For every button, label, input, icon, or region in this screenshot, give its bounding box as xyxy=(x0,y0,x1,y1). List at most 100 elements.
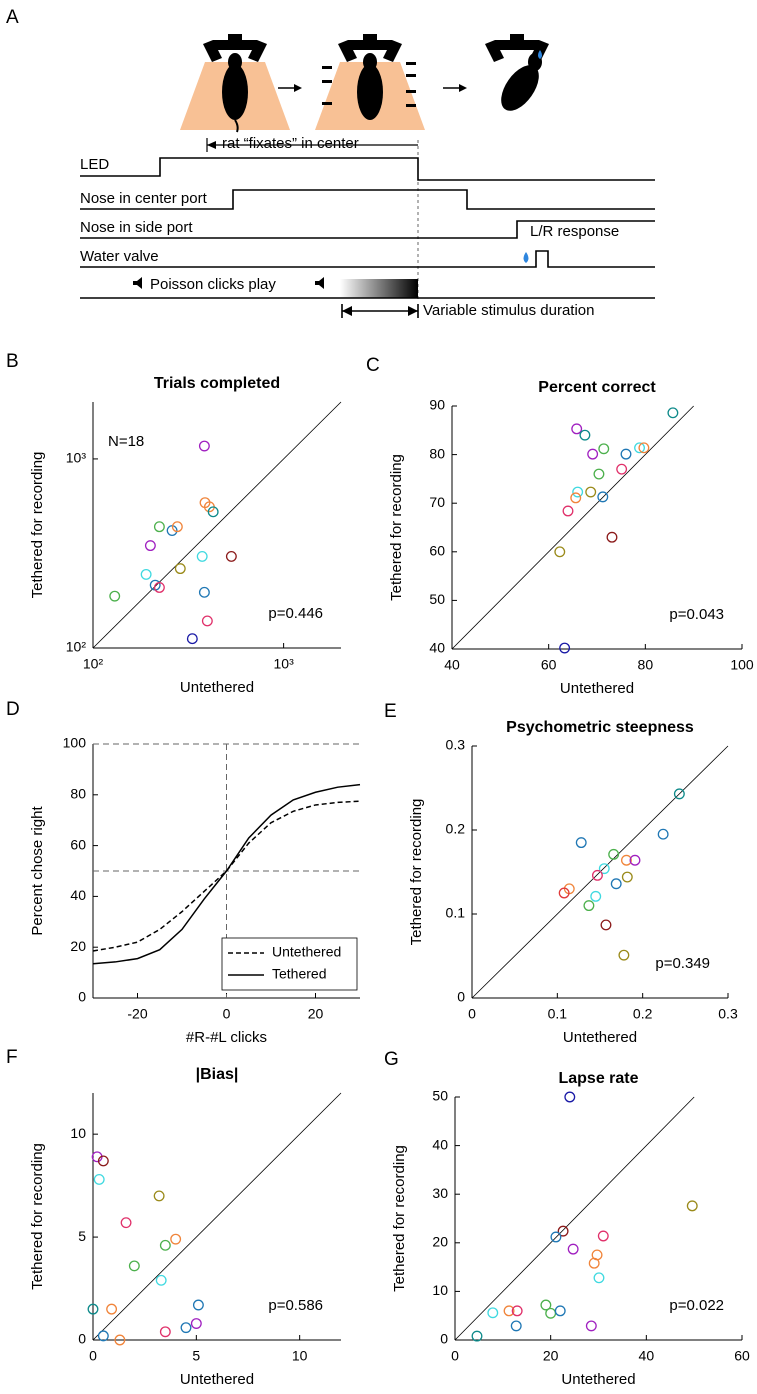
y-tick-label: 10 xyxy=(70,1125,86,1141)
scatter-point xyxy=(585,1320,597,1332)
panel-label: F xyxy=(6,1047,18,1068)
x-tick-label: 60 xyxy=(541,657,557,673)
y-tick-label: 0 xyxy=(440,1331,448,1347)
response-label: L/R response xyxy=(530,223,619,240)
scatter-point xyxy=(621,854,632,866)
x-tick-label: 0 xyxy=(468,1006,476,1022)
scatter-point xyxy=(600,919,612,931)
x-tick-label: 5 xyxy=(192,1348,200,1364)
chart-title: Percent correct xyxy=(538,379,656,396)
x-tick-label: 40 xyxy=(444,657,460,673)
y-tick-label: 70 xyxy=(429,494,445,510)
x-axis-label: Untethered xyxy=(180,1371,254,1388)
scatter-point xyxy=(618,949,630,961)
scatter-point xyxy=(128,1260,140,1272)
scatter-point xyxy=(579,429,591,441)
scatter-point xyxy=(591,869,603,881)
x-axis-label: Untethered xyxy=(560,680,634,697)
y-tick-label: 20 xyxy=(70,938,86,954)
y-tick-label: 10² xyxy=(66,639,87,655)
scatter-point xyxy=(597,491,609,503)
scatter-point xyxy=(540,1299,552,1311)
scatter-point xyxy=(629,854,641,866)
y-tick-label: 50 xyxy=(432,1088,448,1104)
scatter-point xyxy=(590,890,602,902)
scatter-point xyxy=(587,448,599,460)
y-tick-label: 0 xyxy=(457,989,465,1005)
chart-title: Trials completed xyxy=(154,375,280,392)
scatter-point xyxy=(97,1155,109,1167)
y-tick-label: 0.2 xyxy=(446,821,466,837)
scatter-point xyxy=(571,423,583,435)
trace-label: LED xyxy=(80,156,109,173)
scatter-point xyxy=(109,590,121,602)
scatter-point xyxy=(610,878,622,890)
scatter-point xyxy=(201,615,213,627)
scatter-point xyxy=(114,1334,126,1346)
duration-label: Variable stimulus duration xyxy=(423,302,594,319)
scatter-point xyxy=(550,1231,562,1243)
scatter-point xyxy=(190,1318,202,1329)
y-axis-label: Tethered for recording xyxy=(29,1143,46,1290)
legend-label: Tethered xyxy=(272,966,326,982)
scatter-point xyxy=(545,1307,557,1319)
led-trace xyxy=(80,157,655,181)
scatter-point xyxy=(503,1305,515,1317)
x-tick-label: 0.1 xyxy=(548,1006,568,1022)
scatter-point xyxy=(196,550,208,562)
scatter-point xyxy=(621,871,633,883)
x-tick-label: 40 xyxy=(639,1348,655,1364)
side-port-trace xyxy=(80,220,655,239)
x-tick-label: -20 xyxy=(127,1006,147,1022)
rat-icon xyxy=(315,34,425,130)
x-tick-label: 10 xyxy=(292,1348,308,1364)
x-tick-label: 10³ xyxy=(274,656,295,672)
scatter-point xyxy=(598,443,610,455)
scatter-point xyxy=(606,531,618,543)
y-tick-label: 40 xyxy=(70,887,86,903)
scatter-point xyxy=(554,1305,566,1317)
y-tick-label: 0 xyxy=(78,989,86,1005)
y-axis-label: Tethered for recording xyxy=(29,452,46,599)
scatter-point xyxy=(144,540,156,552)
x-axis-label: Untethered xyxy=(561,1371,635,1388)
x-axis-label: Untethered xyxy=(180,679,254,696)
scatter-point xyxy=(667,407,679,419)
scatter-point xyxy=(567,1243,579,1255)
water-valve-trace xyxy=(80,250,655,268)
x-axis-label: #R-#L clicks xyxy=(186,1029,267,1046)
scatter-point xyxy=(638,442,650,454)
y-tick-label: 10 xyxy=(432,1282,448,1298)
click-gradient xyxy=(340,279,418,298)
x-tick-label: 100 xyxy=(730,657,754,673)
series-line xyxy=(92,800,361,952)
y-axis-label: Percent chose right xyxy=(29,806,46,936)
identity-line xyxy=(454,1096,695,1341)
scatter-point xyxy=(120,1217,132,1229)
y-tick-label: 50 xyxy=(429,591,445,607)
p-value-label: p=0.022 xyxy=(669,1297,724,1314)
scatter-point xyxy=(140,568,152,580)
p-value-label: p=0.446 xyxy=(268,605,323,622)
scatter-point xyxy=(562,505,574,517)
panel-label: E xyxy=(384,701,397,722)
identity-line xyxy=(451,405,694,650)
x-tick-label: 20 xyxy=(543,1348,559,1364)
scatter-point xyxy=(207,506,219,518)
scatter-point xyxy=(225,550,237,562)
scatter-point xyxy=(686,1200,698,1212)
scatter-point xyxy=(608,848,620,860)
scatter-point xyxy=(471,1330,483,1342)
chart-title: Lapse rate xyxy=(558,1070,638,1087)
scatter-point xyxy=(153,1190,165,1202)
scatter-point xyxy=(171,521,183,533)
scatter-point xyxy=(153,521,165,533)
trace-label: Nose in center port xyxy=(80,190,208,207)
p-value-label: p=0.043 xyxy=(669,606,724,623)
trace-label: Nose in side port xyxy=(80,219,193,236)
y-axis-label: Tethered for recording xyxy=(408,799,425,946)
y-tick-label: 60 xyxy=(70,836,86,852)
panel-label: D xyxy=(6,699,20,720)
clicks-label: Poisson clicks play xyxy=(150,276,276,293)
